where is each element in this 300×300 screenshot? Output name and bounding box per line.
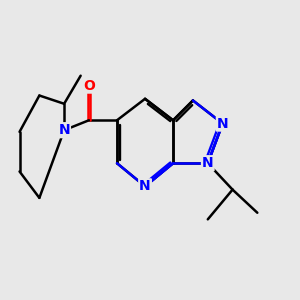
Text: O: O <box>83 79 95 93</box>
Text: N: N <box>58 123 70 137</box>
Text: N: N <box>217 117 229 130</box>
Text: N: N <box>139 179 151 193</box>
Text: N: N <box>202 156 214 170</box>
